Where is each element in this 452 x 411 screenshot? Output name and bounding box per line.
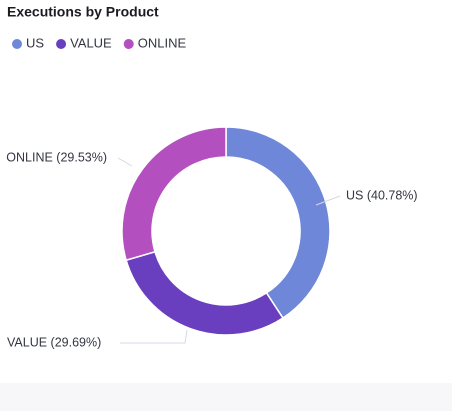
chart-title: Executions by Product [7, 4, 159, 20]
slice-label: ONLINE (29.53%) [6, 150, 107, 164]
legend-marker [56, 39, 67, 49]
legend-marker [123, 39, 134, 49]
slice [225, 126, 331, 320]
legend: US VALUE ONLINE [12, 35, 186, 50]
legend-label: ONLINE [138, 35, 187, 50]
leader-line [315, 195, 341, 206]
legend-marker [12, 39, 22, 49]
legend-label: US [26, 35, 44, 50]
slice-label: VALUE (29.69%) [7, 335, 101, 349]
leader-line [117, 157, 133, 167]
slice [121, 126, 227, 262]
leader-line [120, 329, 188, 344]
legend-label: VALUE [70, 35, 112, 50]
footer-strip [0, 383, 452, 411]
slice-label: US (40.78%) [346, 188, 418, 202]
plot-area: US (40.78%) VALUE (29.69%) ONLINE (29.53%) [6, 126, 418, 349]
